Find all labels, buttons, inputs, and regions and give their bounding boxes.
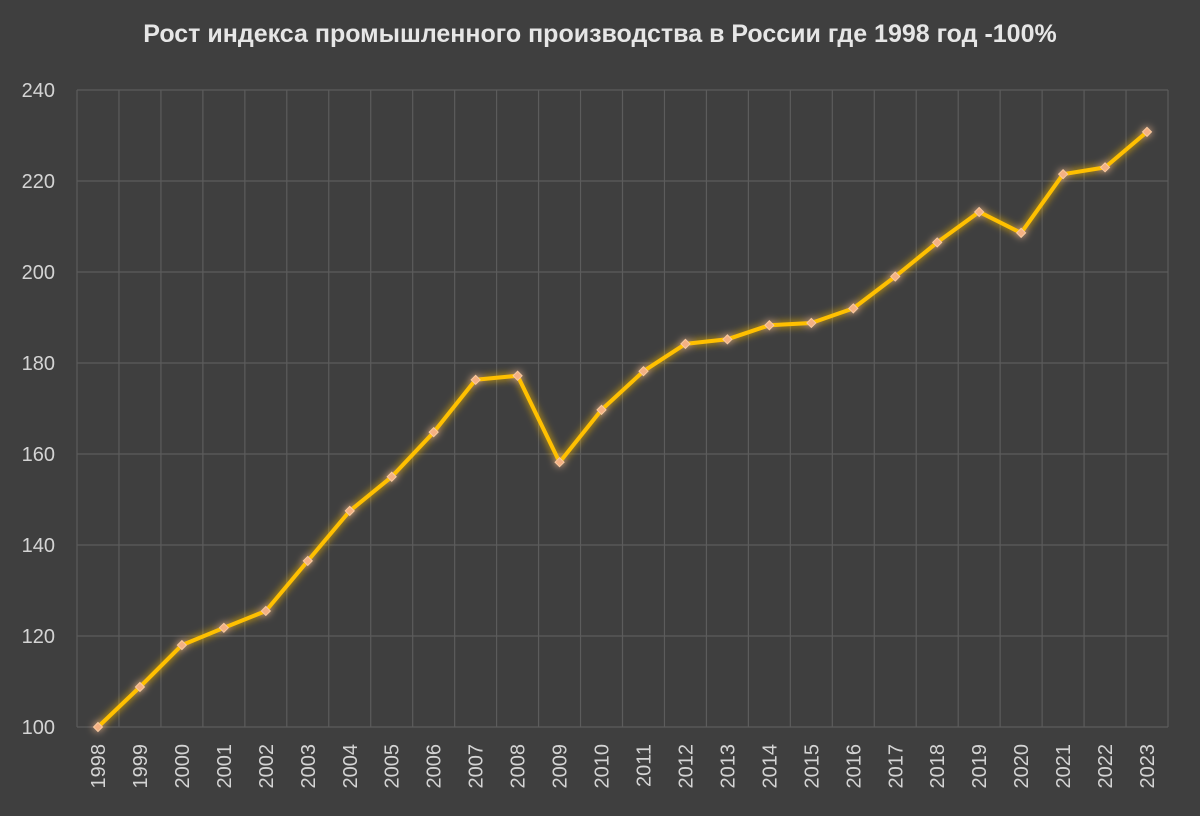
data-point bbox=[932, 237, 943, 248]
x-tick-label: 2023 bbox=[1137, 744, 1159, 789]
data-point bbox=[92, 721, 104, 733]
data-point bbox=[218, 622, 230, 634]
data-point bbox=[512, 370, 523, 381]
data-point bbox=[260, 605, 272, 617]
chart-title: Рост индекса промышленного производства … bbox=[143, 20, 1057, 48]
data-point bbox=[554, 456, 565, 468]
x-tick-label: 2008 bbox=[508, 744, 530, 789]
data-point bbox=[386, 471, 397, 482]
x-tick-label: 2014 bbox=[759, 744, 781, 789]
x-tick-label: 1999 bbox=[130, 744, 152, 789]
x-tick-label: 2001 bbox=[214, 744, 236, 789]
x-tick-label: 2010 bbox=[592, 744, 614, 789]
x-tick-label: 2003 bbox=[298, 744, 320, 789]
data-point bbox=[134, 681, 146, 693]
x-tick-label: 2013 bbox=[717, 744, 739, 789]
x-tick-label: 2006 bbox=[424, 744, 446, 789]
data-point bbox=[470, 374, 481, 386]
data-point bbox=[890, 271, 901, 282]
x-tick-label: 2021 bbox=[1053, 744, 1075, 789]
data-point bbox=[596, 404, 607, 416]
series bbox=[92, 126, 1153, 733]
data-point bbox=[344, 505, 355, 517]
series-group bbox=[92, 126, 1153, 733]
series-line bbox=[96, 130, 1149, 729]
y-tick-label: 100 bbox=[22, 717, 55, 739]
data-point bbox=[1099, 162, 1111, 173]
data-point bbox=[176, 639, 188, 651]
y-tick-label: 120 bbox=[22, 626, 55, 648]
y-tick-label: 140 bbox=[22, 535, 55, 557]
x-tick-label: 2016 bbox=[843, 744, 865, 789]
y-tick-label: 200 bbox=[22, 262, 55, 284]
data-point bbox=[1141, 126, 1153, 138]
y-tick-label: 240 bbox=[22, 80, 55, 102]
y-tick-label: 180 bbox=[22, 353, 55, 375]
data-point bbox=[973, 206, 985, 218]
data-point bbox=[1015, 227, 1027, 239]
data-point bbox=[680, 338, 691, 350]
x-tick-label: 2019 bbox=[969, 744, 991, 789]
x-tick-label: 2009 bbox=[550, 744, 572, 789]
x-tick-label: 2020 bbox=[1011, 744, 1033, 789]
x-tick-label: 2005 bbox=[382, 744, 404, 789]
axis-labels: 100 120 140 160 180 200 220 240 1998 1999 2000 2001… bbox=[22, 80, 1159, 789]
x-tick-label: 2015 bbox=[801, 744, 823, 789]
x-tick-label: 2000 bbox=[172, 744, 194, 789]
x-tick-label: 2007 bbox=[466, 744, 488, 789]
x-tick-label: 2017 bbox=[885, 744, 907, 789]
data-point bbox=[806, 317, 817, 329]
x-tick-label: 1998 bbox=[88, 744, 110, 789]
grid bbox=[76, 89, 1169, 728]
data-point bbox=[722, 334, 733, 345]
x-tick-label: 2012 bbox=[675, 744, 697, 789]
data-point bbox=[302, 555, 313, 567]
data-point bbox=[1057, 168, 1069, 180]
data-point bbox=[848, 303, 859, 314]
y-tick-label: 220 bbox=[22, 171, 55, 193]
data-point bbox=[428, 426, 439, 438]
x-tick-label: 2018 bbox=[927, 744, 949, 789]
x-tick-label: 2004 bbox=[340, 744, 362, 789]
x-tick-label: 2011 bbox=[633, 744, 655, 787]
data-point bbox=[638, 365, 649, 377]
y-tick-label: 160 bbox=[22, 444, 55, 466]
x-tick-label: 2022 bbox=[1095, 744, 1117, 789]
x-tick-label: 2002 bbox=[256, 744, 278, 789]
data-point bbox=[764, 320, 775, 331]
